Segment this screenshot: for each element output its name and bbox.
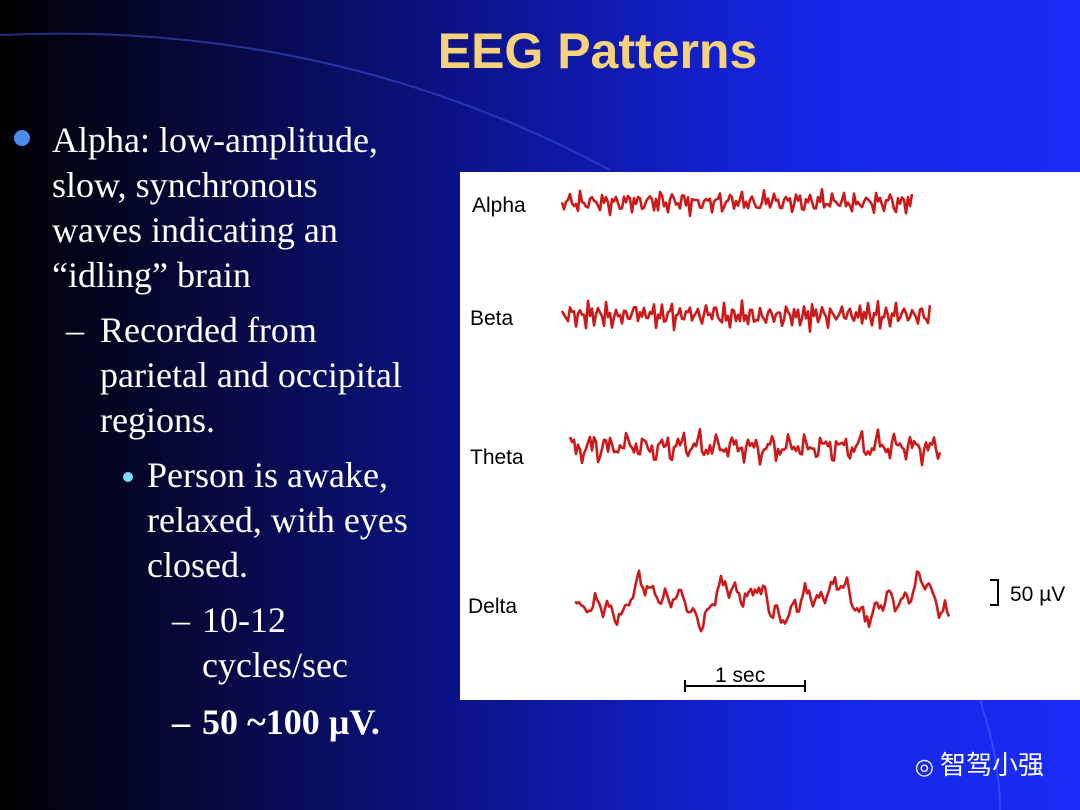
amplitude-bracket: [990, 579, 999, 606]
time-bar: [684, 680, 806, 692]
eeg-trace: [574, 569, 951, 633]
bullet-dash: –: [172, 702, 190, 742]
outline-line: relaxed, with eyes: [147, 500, 408, 540]
outline-line: regions.: [100, 400, 215, 440]
wave-label: Theta: [470, 446, 524, 469]
wave-label: Beta: [470, 307, 514, 330]
bullet-dash: –: [66, 310, 84, 350]
bullet-dash: –: [172, 600, 190, 640]
outline-line: Recorded from: [100, 310, 317, 350]
time-scale: 1 sec: [715, 664, 765, 687]
outline-line: parietal and occipital: [100, 355, 402, 395]
outline-line: 50 ~100 µV.: [202, 702, 380, 742]
outline-line: cycles/sec: [202, 645, 348, 685]
bullet-dot: [14, 130, 30, 146]
outline-line: slow, synchronous: [52, 165, 318, 205]
eeg-trace: [568, 428, 942, 467]
eeg-figure: Alpha Beta Theta Delta 50 µV 1 sec: [460, 172, 1080, 700]
watermark: ◎ 智驾小强: [914, 751, 1044, 781]
amplitude-scale: 50 µV: [1010, 583, 1065, 606]
outline-line: closed.: [147, 545, 248, 585]
wave-label: Delta: [468, 595, 517, 618]
bullet-dot: [123, 472, 133, 482]
watermark-text: 智驾小强: [939, 751, 1044, 781]
wave-label: Alpha: [472, 194, 526, 217]
eeg-trace: [560, 299, 932, 333]
outline-line: 10-12: [202, 600, 286, 640]
outline-line: “idling” brain: [52, 255, 251, 295]
outline-line: Alpha: low-amplitude,: [52, 120, 378, 160]
outline-line: Person is awake,: [147, 455, 388, 495]
outline-line: waves indicating an: [52, 210, 338, 250]
slide-title: EEG Patterns: [437, 23, 758, 79]
eeg-trace: [560, 188, 914, 218]
